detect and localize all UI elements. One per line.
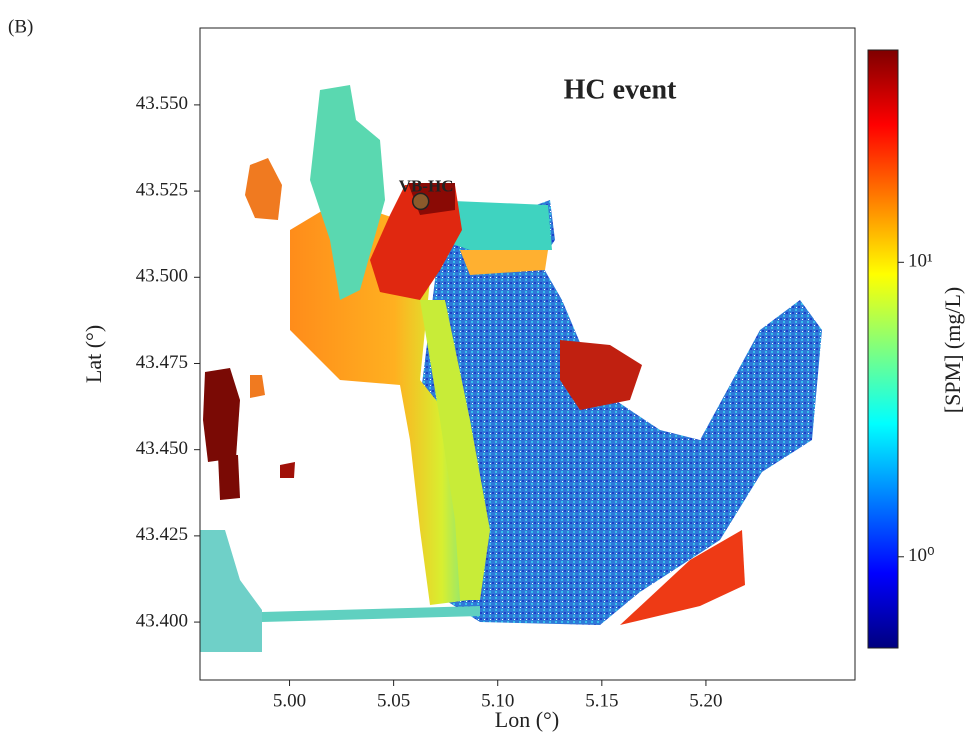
map-raster xyxy=(200,85,822,652)
y-tick-label: 43.525 xyxy=(136,179,188,200)
y-axis-label: Lat (°) xyxy=(81,325,106,383)
colorbar-label: [SPM] (mg/L) xyxy=(940,287,965,414)
x-axis-label: Lon (°) xyxy=(495,707,559,732)
x-tick-label: 5.10 xyxy=(481,690,514,711)
colorbar-tick-label: 10¹ xyxy=(908,251,933,272)
x-tick-label: 5.15 xyxy=(585,690,618,711)
colorbar xyxy=(867,49,899,649)
station-marker xyxy=(411,192,430,211)
colorbar-tick-label: 10⁰ xyxy=(908,545,935,566)
y-tick-label: 43.500 xyxy=(136,266,188,287)
x-tick-label: 5.05 xyxy=(377,690,410,711)
station-label: VB-HC xyxy=(399,176,454,195)
panel-label: (B) xyxy=(8,16,33,37)
y-tick-label: 43.450 xyxy=(136,438,188,459)
y-tick-label: 43.425 xyxy=(136,524,188,545)
plot-frame xyxy=(199,27,856,681)
map-title: HC event xyxy=(564,74,677,105)
x-tick-label: 5.00 xyxy=(273,690,306,711)
y-tick-label: 43.475 xyxy=(136,352,188,373)
y-tick-label: 43.400 xyxy=(136,610,188,631)
y-tick-label: 43.550 xyxy=(136,93,188,114)
x-tick-label: 5.20 xyxy=(689,690,722,711)
